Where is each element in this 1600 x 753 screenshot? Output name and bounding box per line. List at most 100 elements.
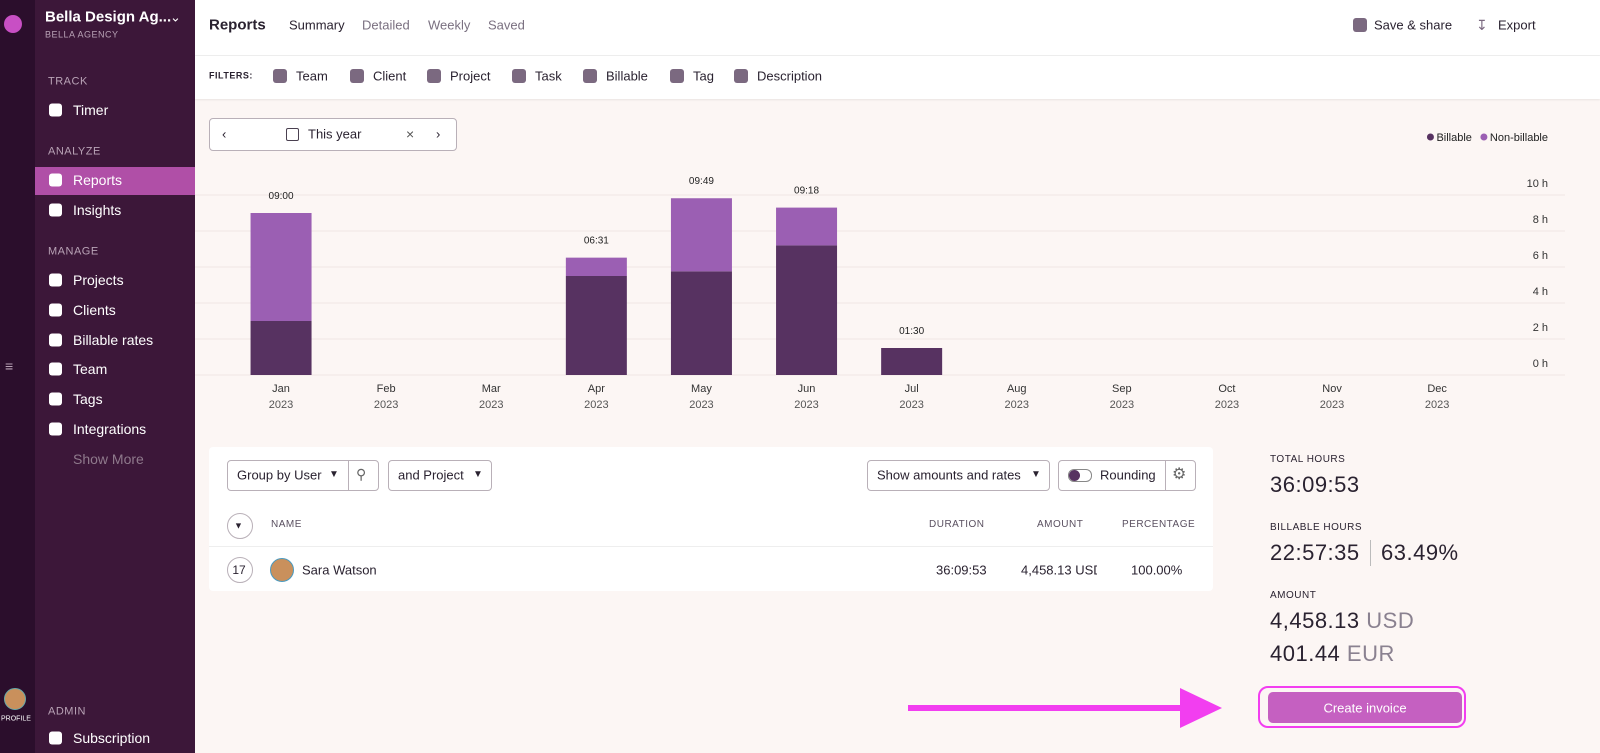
y-tick-label: 2 h (1533, 322, 1548, 334)
and-project[interactable] (388, 460, 492, 491)
create-invoice-label[interactable]: Create invoice (1323, 700, 1407, 716)
nav-item[interactable]: Show More (73, 450, 144, 467)
bar (565, 257, 627, 276)
currency: USD (1366, 608, 1415, 633)
x-tick-label: Nov (1322, 383, 1342, 395)
power-icon[interactable] (4, 15, 22, 33)
x-sublabel: 2023 (794, 399, 818, 411)
workspace-name[interactable]: Bella Design Ag... (45, 8, 172, 26)
clear[interactable]: × (406, 126, 415, 142)
filter[interactable]: Team (296, 68, 328, 84)
page-title: Reports (209, 16, 266, 34)
save-icon[interactable] (1353, 18, 1367, 32)
highlight-ring (1258, 686, 1466, 728)
nav-item[interactable]: Tags (73, 391, 103, 408)
expand-all[interactable] (227, 513, 253, 539)
x-sublabel: 2023 (1425, 399, 1449, 411)
nav-item[interactable]: Reports (73, 172, 123, 188)
date-picker[interactable] (209, 118, 457, 151)
filter-icon[interactable] (583, 69, 597, 83)
search-icon[interactable]: ⚲ (356, 466, 367, 482)
bar (250, 213, 312, 321)
nav-icon (49, 392, 62, 406)
x-sublabel: 2023 (1215, 399, 1239, 411)
save-share[interactable]: Save & share (1374, 17, 1453, 33)
y-tick-label: 4 h (1533, 286, 1548, 298)
nav-icon (49, 452, 62, 465)
tab[interactable]: Summary (289, 17, 345, 33)
filter-icon[interactable] (512, 69, 526, 83)
x-tick-label: Jan (272, 383, 290, 395)
export-icon[interactable]: ↧ (1476, 17, 1488, 33)
and-project-label[interactable]: and Project (398, 467, 464, 483)
nav-item[interactable]: Team (73, 361, 108, 378)
nav-icon (49, 103, 62, 117)
nav-item[interactable]: Subscription (73, 730, 151, 746)
filter-icon[interactable] (273, 69, 287, 83)
filter-icon[interactable] (734, 69, 748, 83)
collapse-icon[interactable]: ≡ (5, 358, 14, 374)
duration: 36:09:53 (936, 562, 987, 578)
tab[interactable]: Weekly (428, 17, 471, 33)
total-label: 09:49 (689, 176, 714, 187)
date-range[interactable]: This year (308, 126, 362, 142)
workspace-caret[interactable]: ⌄ (170, 9, 181, 25)
divider (1165, 460, 1166, 491)
bar (250, 321, 312, 375)
col-header[interactable]: AMOUNT (1037, 519, 1084, 530)
nav-item[interactable]: Billable rates (73, 331, 154, 348)
x-sublabel: 2023 (899, 399, 923, 411)
avatar (270, 558, 294, 582)
section-title: MANAGE (48, 245, 99, 258)
nav-icon (49, 273, 62, 287)
profile-avatar[interactable] (4, 688, 26, 710)
create-invoice[interactable] (1268, 692, 1462, 723)
filter[interactable]: Project (450, 68, 491, 84)
billable-hours: 22:57:35 (1270, 540, 1360, 565)
rounding[interactable] (1058, 460, 1196, 491)
filter[interactable]: Client (373, 68, 407, 84)
x-tick-label: Apr (588, 383, 605, 395)
nav-item[interactable]: Clients (73, 301, 116, 318)
filter-icon[interactable] (670, 69, 684, 83)
next[interactable]: › (436, 126, 441, 142)
filter[interactable]: Task (535, 68, 562, 84)
x-sublabel: 2023 (1005, 399, 1029, 411)
col-header[interactable]: NAME (271, 519, 302, 530)
group-by[interactable] (227, 460, 379, 491)
x-sublabel: 2023 (269, 399, 293, 411)
nav-item[interactable]: Projects (73, 272, 124, 288)
prev[interactable]: ‹ (222, 126, 227, 142)
show-amounts-label[interactable]: Show amounts and rates (877, 467, 1021, 483)
show-amounts[interactable] (867, 460, 1050, 491)
legend-label: Non-billable (1490, 132, 1548, 144)
nav-item[interactable]: Timer (73, 102, 109, 118)
amount-value: 4,458.13 (1270, 608, 1360, 633)
filter[interactable]: Billable (606, 68, 648, 84)
filter-icon[interactable] (427, 69, 441, 83)
total-label: 09:00 (269, 191, 294, 202)
user-name[interactable]: Sara Watson (302, 562, 377, 578)
nav-icon (49, 303, 62, 317)
section-title: TRACK (48, 75, 88, 88)
profile-label[interactable]: PROFILE (1, 715, 31, 723)
x-tick-label: Dec (1427, 383, 1447, 395)
caret: ▼ (1031, 469, 1041, 480)
filter-icon[interactable] (350, 69, 364, 83)
toggle[interactable] (1068, 469, 1092, 482)
filter[interactable]: Description (757, 68, 823, 84)
col-header[interactable]: DURATION (929, 519, 985, 530)
tab[interactable]: Detailed (362, 17, 410, 33)
x-sublabel: 2023 (1110, 399, 1134, 411)
row-divider (209, 546, 1213, 547)
tab[interactable]: Saved (488, 17, 525, 33)
col-header[interactable]: PERCENTAGE (1122, 519, 1196, 530)
nav-item[interactable]: Integrations (73, 421, 147, 437)
settings-icon[interactable]: ⚙ (1172, 466, 1187, 483)
bar (776, 207, 838, 246)
export[interactable]: Export (1498, 17, 1536, 33)
filter[interactable]: Tag (693, 68, 714, 84)
group-by-label[interactable]: Group by User (237, 467, 322, 483)
nav-item[interactable]: Insights (73, 201, 122, 218)
rounding-label[interactable]: Rounding (1100, 467, 1156, 483)
